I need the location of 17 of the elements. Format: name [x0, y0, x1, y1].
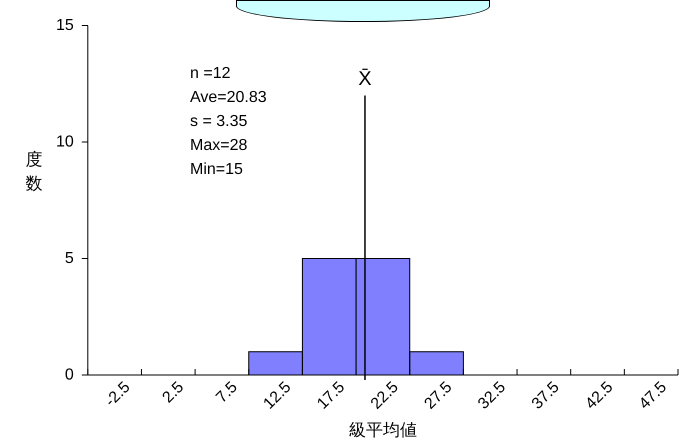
annotation: Min=15	[190, 161, 244, 178]
annotation: Ave=20.83	[190, 89, 267, 106]
x-tick-label: 2.5	[159, 378, 188, 406]
x-tick-label: 47.5	[636, 378, 670, 413]
y-tick-label: 0	[64, 366, 74, 384]
y-axis-title: 度数	[26, 150, 42, 193]
x-tick-label: 42.5	[582, 378, 617, 413]
x-tick-label: -2.5	[102, 378, 134, 410]
annotation: s = 3.35	[190, 113, 248, 130]
ref-line-label: X̄	[358, 68, 372, 90]
x-axis-title: 級平均値	[348, 420, 417, 440]
annotation: Max=28	[190, 137, 248, 154]
y-tick-label: 10	[56, 133, 74, 150]
y-tick-label: 15	[56, 17, 74, 34]
annotation: n =12	[190, 65, 231, 82]
y-tick-label: 5	[64, 250, 74, 267]
x-tick-label: 7.5	[213, 378, 241, 406]
